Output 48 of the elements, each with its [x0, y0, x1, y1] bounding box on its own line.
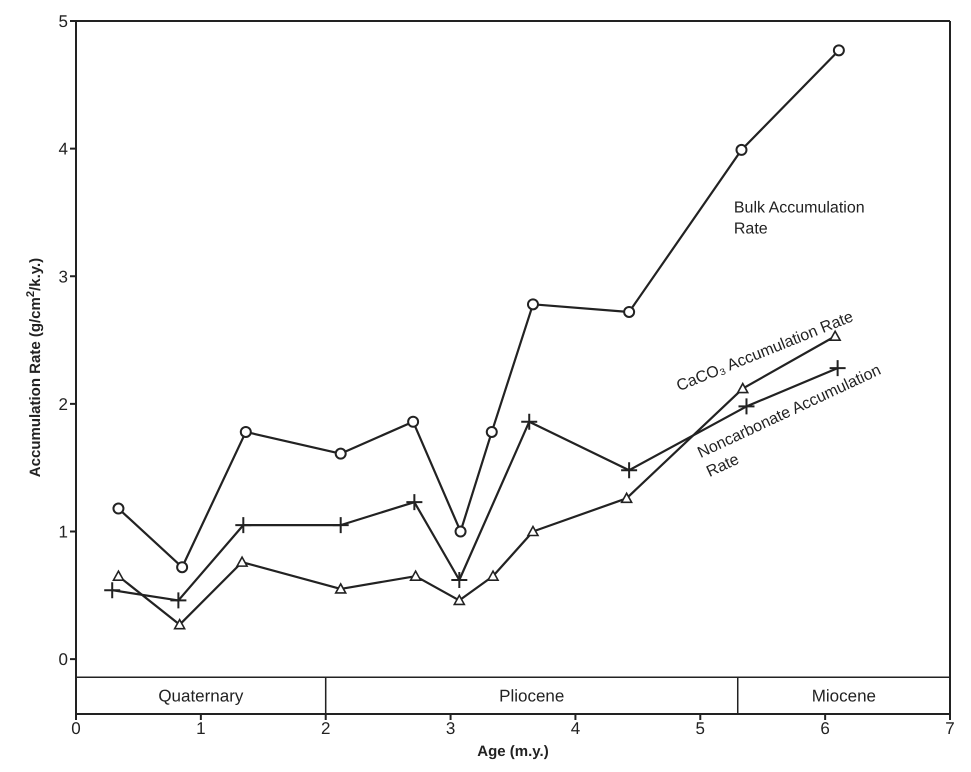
x-tick-label: 2: [320, 719, 330, 738]
point: [527, 526, 539, 536]
point: [112, 502, 124, 515]
point: [486, 426, 498, 438]
y-tick-label: 5: [58, 12, 68, 32]
point: [735, 144, 748, 156]
point: [736, 382, 749, 394]
series-label: Bulk Accumulation Rate: [734, 199, 865, 238]
point: [407, 416, 420, 428]
point: [236, 556, 248, 567]
point: [620, 492, 632, 504]
y-tick-label: 1: [58, 522, 68, 542]
x-tick-label: 6: [820, 719, 830, 738]
x-tick-label: 4: [570, 719, 580, 738]
point: [332, 516, 350, 534]
point: [176, 561, 188, 574]
point: [174, 618, 186, 630]
x-tick-label: 5: [696, 719, 706, 738]
y-tick-label: 4: [58, 140, 68, 159]
point: [405, 493, 424, 512]
point: [454, 525, 467, 538]
x-tick-label: 3: [446, 719, 456, 738]
point: [334, 583, 346, 594]
point: [487, 570, 499, 581]
x-tick-label: 7: [945, 719, 955, 738]
point: [112, 570, 124, 581]
band-label: Quaternary: [158, 686, 244, 706]
point: [620, 461, 638, 480]
point: [234, 516, 252, 534]
point: [169, 591, 188, 610]
point: [450, 570, 468, 589]
point: [520, 412, 538, 431]
band-label: Miocene: [812, 686, 876, 706]
point: [623, 306, 636, 318]
point: [240, 426, 252, 438]
point: [526, 298, 539, 310]
point: [454, 594, 466, 606]
band-label: Pliocene: [499, 686, 564, 706]
point: [103, 581, 122, 600]
x-axis-title: Age (m.y.): [477, 743, 549, 760]
x-tick-label: 0: [71, 719, 81, 738]
y-tick-label: 0: [58, 650, 68, 670]
y-tick-label: 2: [58, 394, 68, 414]
point: [410, 570, 422, 581]
point: [334, 448, 347, 460]
y-tick-label: 3: [58, 267, 68, 286]
x-tick-label: 1: [196, 719, 206, 738]
point: [832, 44, 845, 56]
